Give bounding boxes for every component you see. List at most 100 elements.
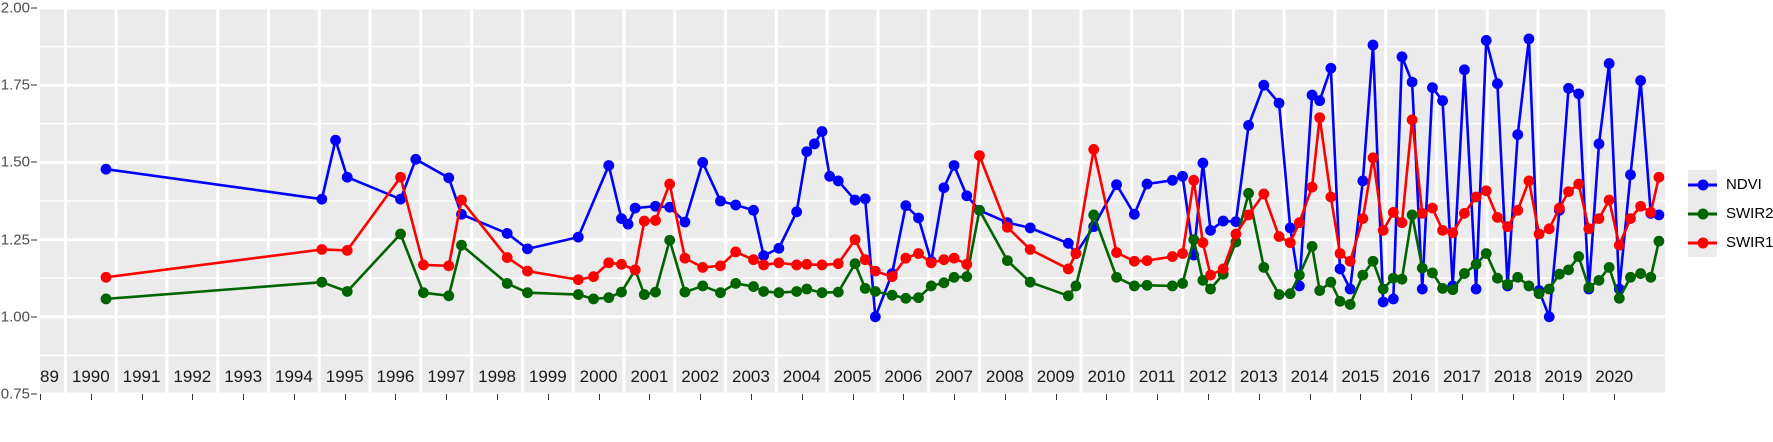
data-point [1111, 271, 1122, 283]
data-point [572, 289, 584, 300]
data-point [791, 206, 803, 218]
data-point [1334, 263, 1346, 275]
data-point [900, 252, 912, 264]
data-point [1593, 274, 1605, 286]
x-tick-mark [1106, 394, 1108, 400]
legend-point-icon [1697, 179, 1708, 190]
data-point [730, 246, 742, 258]
data-point [1217, 263, 1229, 275]
data-point [758, 286, 770, 297]
data-point [1603, 58, 1615, 69]
x-tick-label: 2005 [834, 367, 872, 386]
data-point [925, 257, 937, 269]
data-point [1024, 222, 1036, 234]
data-point [1177, 278, 1188, 289]
data-point [1613, 292, 1625, 304]
data-point [1553, 202, 1565, 214]
data-point [1512, 204, 1524, 216]
x-tick-label: 1993 [224, 367, 262, 386]
x-tick-label: 2009 [1037, 367, 1075, 386]
data-point [316, 193, 328, 205]
data-point [1512, 129, 1524, 141]
x-tick-mark [446, 394, 448, 400]
data-point [1141, 255, 1153, 266]
data-point [1167, 174, 1178, 186]
legend-item-ndvi[interactable]: NDVI [1688, 170, 1773, 199]
data-point [1583, 223, 1595, 235]
data-point [1437, 282, 1448, 294]
data-point [638, 215, 650, 227]
data-point [1243, 119, 1254, 131]
y-tick-label: 1.75 [0, 76, 30, 94]
x-tick-mark [598, 394, 600, 400]
data-point [456, 239, 467, 251]
data-point [1437, 95, 1448, 107]
data-point [341, 245, 353, 256]
data-point [522, 265, 533, 277]
data-point [1613, 239, 1625, 251]
y-tick-label: 1.50 [0, 153, 30, 171]
data-point [1197, 237, 1209, 249]
data-point [1543, 311, 1555, 323]
data-point [1416, 283, 1428, 295]
legend-item-label: NDVI [1726, 176, 1762, 193]
x-tick-mark [192, 394, 194, 400]
data-point [1325, 191, 1337, 203]
x-tick-mark [547, 394, 549, 400]
x-tick-label: 2003 [732, 367, 770, 386]
data-point [1243, 187, 1254, 199]
data-point [1406, 209, 1418, 221]
data-point [1583, 282, 1595, 293]
data-point [1367, 39, 1379, 51]
data-point [1563, 186, 1574, 198]
data-point [443, 290, 455, 302]
data-point [1492, 211, 1503, 223]
x-tick-mark [1411, 394, 1413, 400]
data-point [1437, 224, 1448, 236]
data-point [1306, 240, 1318, 252]
data-point [1553, 268, 1565, 280]
data-point [1070, 248, 1082, 259]
data-point [1653, 209, 1665, 221]
data-point [1543, 223, 1555, 235]
data-point [1573, 251, 1585, 262]
data-point [1635, 75, 1647, 86]
data-point [1167, 280, 1178, 292]
data-point [1273, 97, 1285, 109]
data-point [913, 248, 924, 259]
legend-item-swir1[interactable]: SWIR1 [1688, 228, 1773, 257]
data-point [1177, 248, 1188, 259]
data-point [1334, 295, 1346, 307]
data-point [1447, 227, 1459, 239]
data-point [1427, 82, 1438, 94]
data-point [913, 212, 924, 224]
data-point [913, 292, 924, 304]
data-point [859, 193, 871, 205]
y-tick-mark [31, 239, 37, 241]
data-point [1177, 170, 1188, 182]
x-tick-mark [141, 394, 143, 400]
data-point [418, 259, 429, 271]
data-point [1645, 207, 1657, 218]
data-point [395, 193, 406, 205]
data-point [1111, 247, 1122, 258]
data-point [869, 265, 881, 277]
data-point [1492, 272, 1503, 284]
data-point [418, 287, 429, 299]
data-point [1416, 262, 1428, 274]
data-point [341, 171, 353, 183]
data-point [1593, 213, 1605, 225]
data-point [900, 292, 912, 304]
data-point [948, 271, 960, 283]
data-point [1197, 157, 1209, 169]
data-point [1427, 202, 1438, 214]
data-point [1062, 237, 1074, 249]
legend-item-swir2[interactable]: SWIR2 [1688, 199, 1773, 228]
data-point [1573, 178, 1585, 190]
data-point [758, 259, 770, 271]
legend-key-swatch [1688, 228, 1717, 257]
data-point [869, 311, 881, 323]
x-tick-mark [649, 394, 651, 400]
data-point [316, 244, 328, 255]
